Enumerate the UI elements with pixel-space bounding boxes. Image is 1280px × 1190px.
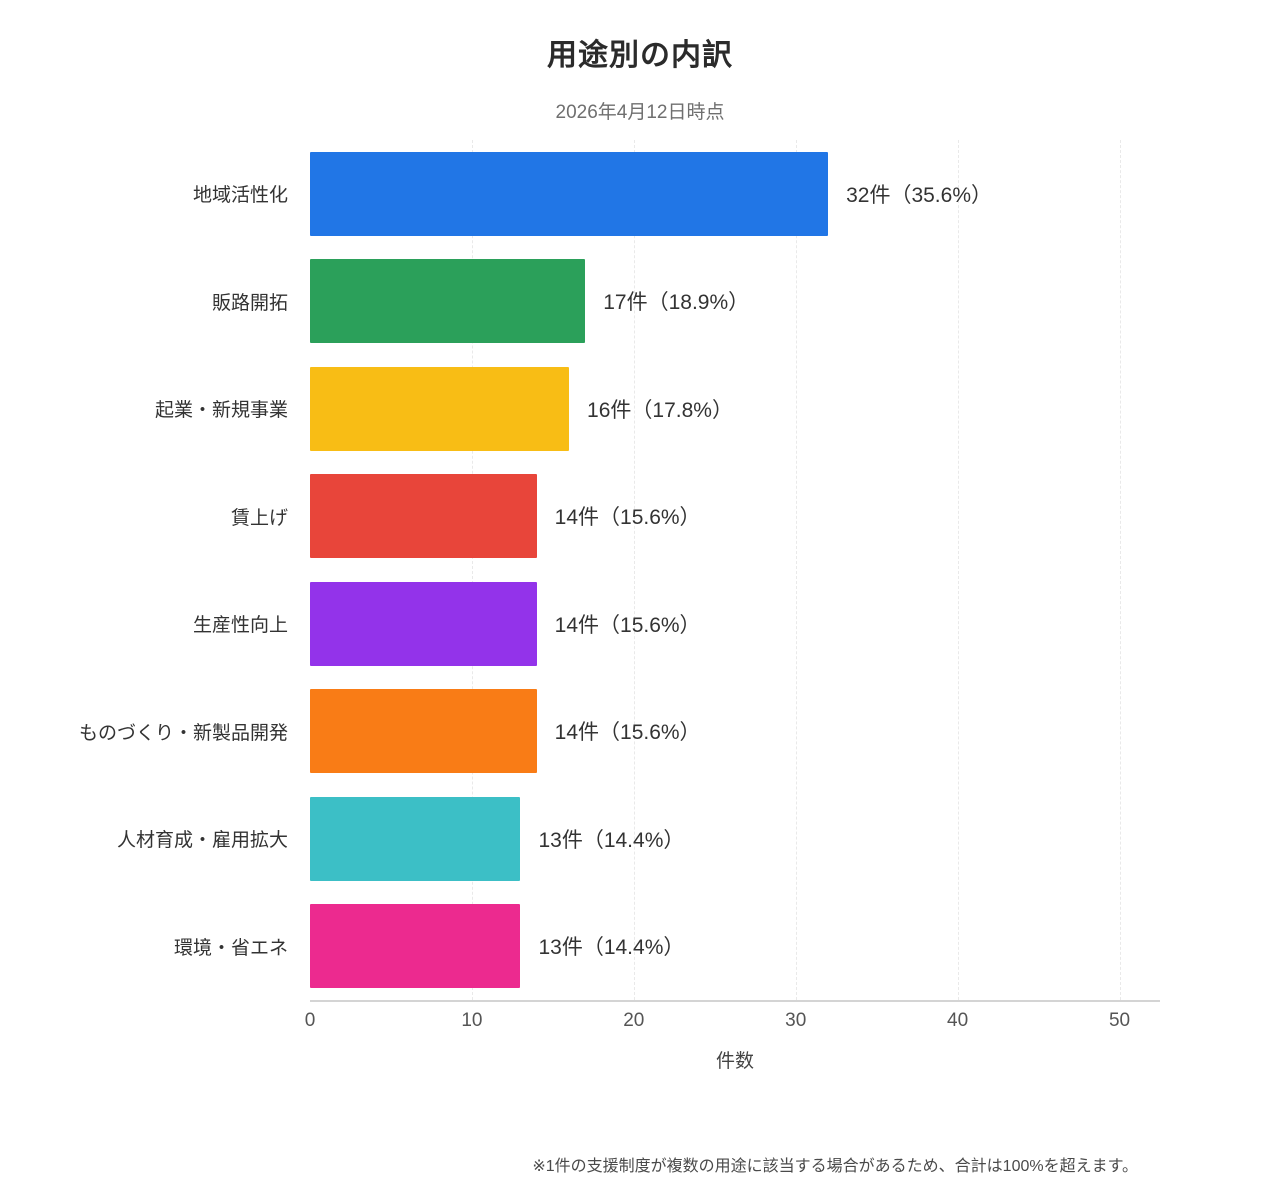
x-tick-label: 40	[947, 1010, 969, 1031]
chart-bar-2	[310, 259, 586, 344]
chart-title: 用途別の内訳	[547, 39, 733, 72]
bar-value-label: 16件（17.8%）	[587, 398, 733, 422]
bar-value-label: 17件（18.9%）	[603, 291, 750, 315]
gridline	[633, 140, 635, 1000]
chart-bar-7	[310, 796, 521, 881]
gridline	[1119, 140, 1121, 1000]
category-axis: 地域活性化販路開拓起業・新規事業賃上げ生産性向上ものづくり・新製品開発人材育成・…	[0, 140, 288, 1000]
x-tick-label: 0	[304, 1010, 316, 1031]
category-label: ものづくり・新製品開発	[78, 722, 288, 744]
category-label: 賃上げ	[230, 507, 288, 529]
x-tick-label: 30	[785, 1010, 807, 1031]
category-label: 生産性向上	[192, 615, 288, 637]
chart-bar-6	[310, 689, 537, 774]
footnote: ※1件の支援制度が複数の用途に該当する場合があるため、合計は100%を超えます。	[532, 1158, 1138, 1175]
x-tick-label: 50	[1108, 1010, 1131, 1031]
bar-value-label: 13件（14.4%）	[538, 828, 685, 852]
bar-value-label: 14件（15.6%）	[554, 506, 701, 530]
x-axis-ticks: 0 10 20 30 40 50	[305, 1010, 1160, 1034]
bar-value-label: 14件（15.6%）	[554, 721, 701, 745]
x-axis-title: 件数	[715, 1051, 754, 1072]
bar-row: 14件（15.6%）	[310, 678, 1160, 786]
bar-row: 13件（14.4%）	[310, 785, 1160, 893]
category-label: 環境・省エネ	[173, 937, 288, 959]
bar-value-label: 32件（35.6%）	[846, 183, 992, 207]
bar-value-label: 14件（15.6%）	[554, 613, 701, 637]
x-tick-label: 20	[623, 1010, 645, 1031]
category-label: 人材育成・雇用拡大	[116, 830, 288, 852]
bar-row: 14件（15.6%）	[310, 463, 1160, 571]
bar-row: 17件（18.9%）	[310, 248, 1160, 356]
gridline	[957, 140, 959, 1000]
x-tick-label: 10	[461, 1010, 483, 1031]
bar-row: 14件（15.6%）	[310, 570, 1160, 678]
bar-row: 16件（17.8%）	[310, 355, 1160, 463]
category-label: 販路開拓	[211, 292, 288, 314]
category-label: 地域活性化	[192, 185, 288, 207]
bar-row: 13件（14.4%）	[310, 893, 1160, 1001]
chart-bar-3	[310, 366, 570, 451]
chart-bar-1	[310, 151, 829, 236]
plot-area: 32件（35.6%） 17件（18.9%） 16件（17.8%） 14件（15.6%）…	[310, 140, 1160, 1002]
chart-subtitle: 2026年4月12日時点	[555, 102, 725, 123]
chart-bar-5	[310, 581, 537, 666]
bar-value-label: 13件（14.4%）	[538, 936, 685, 960]
chart-bar-4	[310, 474, 537, 559]
category-label: 起業・新規事業	[154, 400, 288, 422]
gridline	[471, 140, 473, 1000]
bar-row: 32件（35.6%）	[310, 140, 1160, 248]
gridline	[795, 140, 797, 1000]
chart-bar-8	[310, 904, 521, 989]
